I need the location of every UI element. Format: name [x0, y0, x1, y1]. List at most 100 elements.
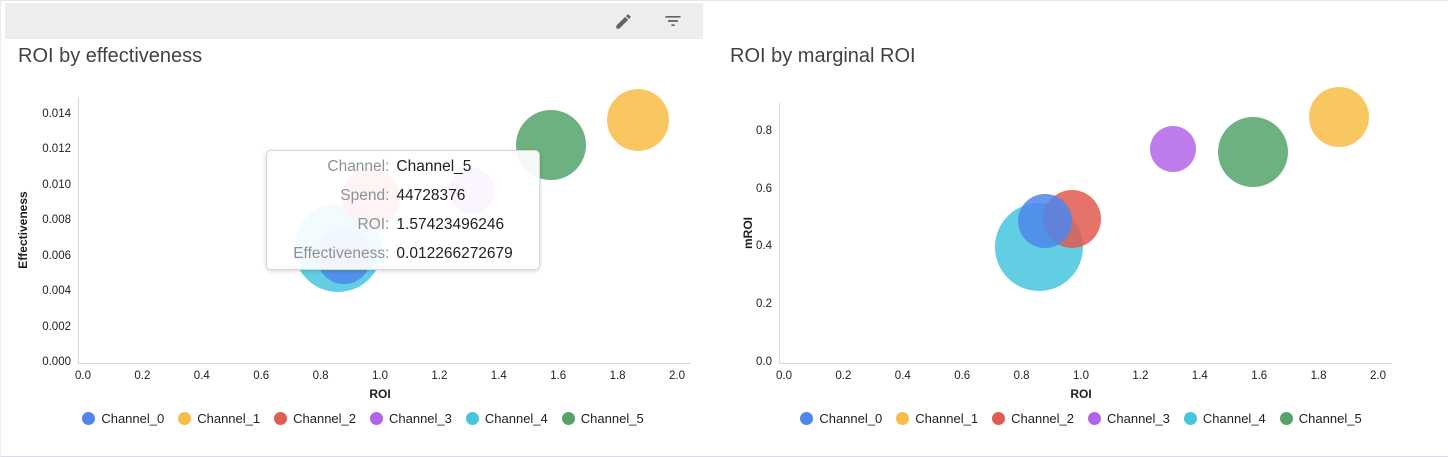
filter-list-icon [663, 11, 683, 31]
x-tick-label: 1.6 [550, 370, 567, 382]
edit-pencil-icon [614, 12, 633, 31]
legend-label: Channel_1 [915, 411, 979, 426]
legend-item-channel_5[interactable]: Channel_5 [561, 411, 644, 426]
x-tick-label: 0.6 [954, 370, 971, 382]
y-axis-line [78, 97, 79, 363]
x-tick-label: 0.0 [776, 370, 792, 382]
y-tick-label: 0.004 [42, 285, 71, 298]
legend-item-channel_4[interactable]: Channel_4 [1183, 411, 1266, 426]
legend-item-channel_1[interactable]: Channel_1 [896, 411, 978, 426]
x-tick-label: 1.8 [1310, 370, 1327, 382]
tooltip-field-value: Channel_5 [396, 158, 472, 175]
legend-dot-icon [1088, 412, 1101, 425]
legend-label: Channel_5 [1298, 411, 1362, 426]
x-tick-label: 0.6 [253, 370, 270, 382]
legend-label: Channel_4 [484, 411, 548, 426]
legend-dot-icon [1183, 412, 1197, 425]
x-tick-label: 1.0 [372, 370, 388, 382]
x-tick-label: 1.2 [431, 370, 448, 382]
legend-item-channel_2[interactable]: Channel_2 [992, 411, 1074, 426]
y-tick-label: 0.006 [42, 249, 71, 262]
edit-button[interactable] [612, 10, 635, 33]
y-tick-label: 0.008 [42, 214, 71, 227]
x-tick-label: 0.8 [312, 370, 329, 382]
y-tick-label: 0.000 [42, 356, 71, 368]
legend-item-channel_0[interactable]: Channel_0 [82, 411, 164, 426]
legend-label: Channel_2 [1011, 411, 1074, 426]
x-tick-label: 0.4 [193, 370, 210, 382]
legend-item-channel_2[interactable]: Channel_2 [274, 411, 356, 426]
x-tick-label: 1.4 [1191, 370, 1208, 382]
legend-dot-icon [465, 412, 479, 425]
legend-dot-icon [992, 412, 1006, 425]
chart-roi-by-marginal-roi: ROI by marginal ROI mROI ROI 0.0 0.2 0.4 0.… [713, 1, 1448, 456]
legend-label: Channel_2 [293, 411, 356, 426]
legend-item-channel_1[interactable]: Channel_1 [178, 411, 260, 426]
legend-label: Channel_5 [580, 411, 644, 426]
legend-item-channel_4[interactable]: Channel_4 [465, 411, 548, 426]
x-tick-label: 1.0 [1073, 370, 1089, 382]
y-tick-label: 0.0 [756, 356, 772, 368]
legend-label: Channel_0 [819, 411, 883, 426]
x-tick-label: 0.0 [75, 370, 91, 382]
x-axis-line [779, 363, 1392, 364]
y-tick-label: 0.014 [42, 107, 71, 120]
legend-dot-icon [1279, 412, 1293, 425]
x-tick-label: 0.4 [894, 370, 911, 382]
hover-tooltip: Channel: Channel_5 Spend: 44728376 ROI: 1.574… [266, 150, 540, 270]
x-tick-label: 2.0 [1370, 370, 1386, 382]
tooltip-field-label: Channel: [327, 158, 390, 175]
legend-item-channel_3[interactable]: Channel_3 [1088, 411, 1170, 426]
chart-toolbar [5, 3, 703, 39]
tooltip-field-value: 0.012266272679 [396, 245, 513, 262]
x-tick-label: 0.2 [835, 370, 852, 382]
legend-item-channel_3[interactable]: Channel_3 [370, 411, 452, 426]
bubble-channel_3[interactable] [1150, 126, 1197, 173]
legend-dot-icon [370, 412, 383, 425]
legend: Channel_0 Channel_1 Channel_2 Channel_3 Chan… [713, 411, 1448, 426]
bubble-channel_1[interactable] [607, 89, 670, 152]
y-tick-label: 0.010 [42, 178, 71, 191]
legend-dot-icon [82, 412, 96, 425]
y-tick-label: 0.2 [756, 298, 772, 311]
legend-label: Channel_3 [1107, 411, 1170, 426]
legend-item-channel_0[interactable]: Channel_0 [800, 411, 882, 426]
tooltip-content: Channel: Channel_5 Spend: 44728376 ROI: 1.574… [293, 152, 513, 268]
x-tick-label: 0.8 [1013, 370, 1030, 382]
x-axis-title: ROI [369, 387, 391, 401]
legend-label: Channel_0 [101, 411, 165, 426]
tooltip-field-value: 44728376 [396, 187, 466, 204]
plot-area: 0.0 0.2 0.4 0.6 0.8 1.0 1.2 1.4 1.6 1.8 2.0 0.0 0.2 0… [713, 1, 1448, 456]
bubble-channel_0[interactable] [1018, 194, 1073, 249]
x-tick-label: 2.0 [669, 370, 685, 382]
tooltip-field-label: Spend: [340, 187, 390, 204]
y-tick-label: 0.6 [756, 182, 772, 195]
legend-dot-icon [561, 412, 575, 425]
legend-label: Channel_4 [1202, 411, 1266, 426]
bubble-channel_1[interactable] [1309, 87, 1370, 148]
y-tick-label: 0.8 [756, 124, 772, 137]
x-axis-title: ROI [1070, 387, 1092, 401]
x-tick-label: 1.6 [1251, 370, 1268, 382]
legend-dot-icon [178, 412, 192, 425]
legend-label: Channel_1 [197, 411, 261, 426]
tooltip-field-label: ROI: [357, 216, 390, 233]
x-tick-label: 1.4 [490, 370, 507, 382]
y-tick-label: 0.002 [42, 320, 71, 333]
legend-dot-icon [896, 412, 910, 425]
legend-dot-icon [274, 412, 288, 425]
tooltip-field-value: 1.57423496246 [396, 216, 505, 233]
legend-dot-icon [800, 412, 814, 425]
tooltip-field-label: Effectiveness: [293, 245, 390, 262]
legend-label: Channel_3 [389, 411, 452, 426]
y-tick-label: 0.4 [756, 240, 772, 253]
legend: Channel_0 Channel_1 Channel_2 Channel_3 Chan… [1, 411, 725, 426]
legend-item-channel_5[interactable]: Channel_5 [1279, 411, 1362, 426]
x-tick-label: 1.8 [609, 370, 626, 382]
bubble-channel_5[interactable] [1218, 117, 1289, 188]
y-tick-label: 0.012 [42, 143, 71, 156]
chart-title: ROI by effectiveness [18, 45, 203, 67]
filter-button[interactable] [661, 9, 685, 33]
y-axis-line [779, 103, 780, 363]
x-tick-label: 0.2 [134, 370, 151, 382]
